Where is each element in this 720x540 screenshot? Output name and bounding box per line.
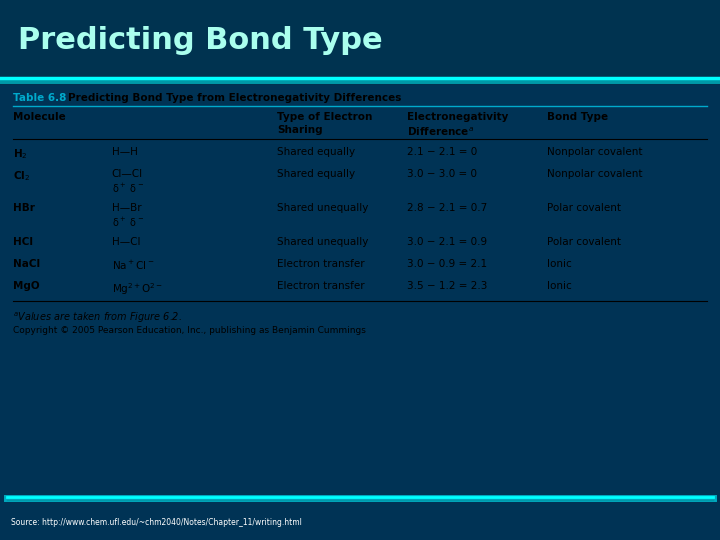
Text: HCl: HCl xyxy=(13,237,33,247)
Text: 3.0 − 0.9 = 2.1: 3.0 − 0.9 = 2.1 xyxy=(407,259,487,269)
Text: Cl$_2$: Cl$_2$ xyxy=(13,170,30,183)
Text: Electron transfer: Electron transfer xyxy=(277,281,365,291)
Text: Electronegativity
Difference$^a$: Electronegativity Difference$^a$ xyxy=(407,112,508,138)
Text: Nonpolar covalent: Nonpolar covalent xyxy=(547,170,643,179)
Text: Shared unequally: Shared unequally xyxy=(277,237,369,247)
Text: 3.0 − 2.1 = 0.9: 3.0 − 2.1 = 0.9 xyxy=(407,237,487,247)
Text: Cl—Cl: Cl—Cl xyxy=(112,170,143,179)
Text: Shared equally: Shared equally xyxy=(277,170,356,179)
Text: Predicting Bond Type from Electronegativity Differences: Predicting Bond Type from Electronegativ… xyxy=(68,93,401,103)
Text: Electron transfer: Electron transfer xyxy=(277,259,365,269)
Text: MgO: MgO xyxy=(13,281,40,291)
Text: H—H: H—H xyxy=(112,147,138,157)
Text: 3.0 − 3.0 = 0: 3.0 − 3.0 = 0 xyxy=(407,170,477,179)
Text: Nonpolar covalent: Nonpolar covalent xyxy=(547,147,643,157)
Text: $^a$Values are taken from Figure 6.2.: $^a$Values are taken from Figure 6.2. xyxy=(13,310,182,325)
Text: 2.1 − 2.1 = 0: 2.1 − 2.1 = 0 xyxy=(407,147,477,157)
Text: Shared equally: Shared equally xyxy=(277,147,356,157)
Text: NaCl: NaCl xyxy=(13,259,40,269)
Text: H—Cl: H—Cl xyxy=(112,237,140,247)
Text: Shared unequally: Shared unequally xyxy=(277,204,369,213)
Text: H$_2$: H$_2$ xyxy=(13,147,27,161)
Text: Type of Electron
Sharing: Type of Electron Sharing xyxy=(277,112,372,134)
Text: 2.8 − 2.1 = 0.7: 2.8 − 2.1 = 0.7 xyxy=(407,204,487,213)
Text: Mg$^{2+}$O$^{2-}$: Mg$^{2+}$O$^{2-}$ xyxy=(112,281,163,297)
Text: Table 6.8: Table 6.8 xyxy=(13,93,66,103)
Text: 3.5 − 1.2 = 2.3: 3.5 − 1.2 = 2.3 xyxy=(407,281,487,291)
Text: Source: http://www.chem.ufl.edu/~chm2040/Notes/Chapter_11/writing.html: Source: http://www.chem.ufl.edu/~chm2040… xyxy=(11,517,302,526)
Text: Bond Type: Bond Type xyxy=(547,112,608,123)
Text: HBr: HBr xyxy=(13,204,35,213)
Text: Molecule: Molecule xyxy=(13,112,66,123)
Text: Polar covalent: Polar covalent xyxy=(547,204,621,213)
Text: Predicting Bond Type: Predicting Bond Type xyxy=(18,26,382,56)
Text: δ$^+$ δ$^-$: δ$^+$ δ$^-$ xyxy=(112,217,144,230)
Text: Ionic: Ionic xyxy=(547,281,572,291)
Text: Na$^+$Cl$^-$: Na$^+$Cl$^-$ xyxy=(112,259,154,272)
Text: δ$^+$ δ$^-$: δ$^+$ δ$^-$ xyxy=(112,183,144,195)
Text: Polar covalent: Polar covalent xyxy=(547,237,621,247)
Text: Copyright © 2005 Pearson Education, Inc., publishing as Benjamin Cummings: Copyright © 2005 Pearson Education, Inc.… xyxy=(13,326,366,335)
Text: H—Br: H—Br xyxy=(112,204,141,213)
Text: Ionic: Ionic xyxy=(547,259,572,269)
